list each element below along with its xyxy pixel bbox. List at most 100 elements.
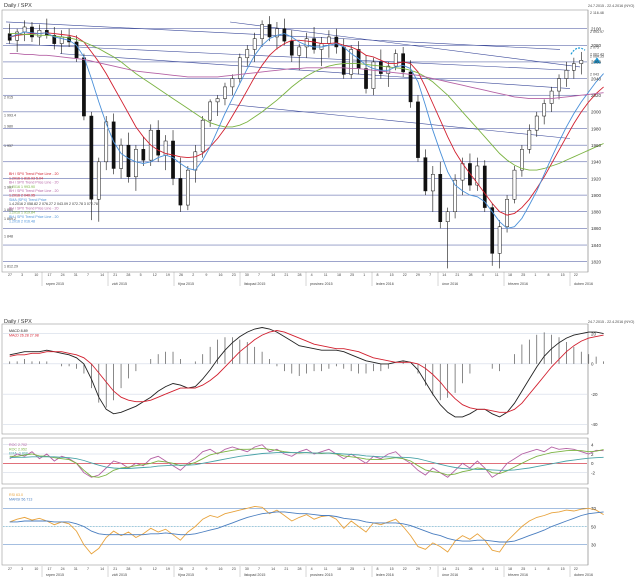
trend-line <box>5 43 571 71</box>
x-day-label: 25 <box>350 273 354 277</box>
candle-body <box>572 63 576 71</box>
y-tick-label-macd: -20 <box>591 392 598 397</box>
x-day-label: 16 <box>219 273 223 277</box>
x-day-label: 4 <box>311 567 313 571</box>
rsi-legend-entry: MARSI 56.713 <box>9 497 32 501</box>
y-tick-label-price: 1900 <box>591 193 602 198</box>
legend-entry: 1.2016 2 040.95 <box>9 194 35 198</box>
level-label: 2 043 <box>590 72 599 76</box>
y-tick-label-macd: 20 <box>591 331 597 336</box>
candle-body <box>438 174 443 222</box>
x-day-label: 1 <box>363 567 365 571</box>
candle-body <box>208 101 212 121</box>
x-day-label: 11 <box>324 273 328 277</box>
y-tick-label-price: 1860 <box>591 226 602 231</box>
x-month-label: březen 2016 <box>508 573 528 577</box>
candle-body <box>408 71 413 103</box>
level-label: 1 880 <box>4 208 13 212</box>
rsi-line-1 <box>9 511 604 543</box>
x-day-label: 19 <box>166 273 170 277</box>
macd-legend-entry: MACD 8.89 <box>9 329 28 333</box>
x-day-label: 31 <box>74 567 78 571</box>
candle-body <box>178 178 183 206</box>
x-day-label: 11 <box>324 567 328 571</box>
x-day-label: 22 <box>403 273 407 277</box>
candle-body <box>260 24 264 39</box>
candle-body <box>579 60 584 64</box>
x-day-label: 8 <box>548 273 550 277</box>
x-day-label: 7 <box>258 273 260 277</box>
candle-body <box>401 53 405 73</box>
x-day-label: 1 <box>363 273 365 277</box>
candle-body <box>223 86 227 99</box>
x-day-label: 14 <box>442 273 446 277</box>
candle-body <box>267 24 272 38</box>
macd-legend-entry: MAcD 26.28 27.98 <box>9 333 39 337</box>
legend-entry: SMA (SPX) Trend Price <box>9 198 47 202</box>
candle-body <box>505 199 509 227</box>
legend-entry: 1.2016 1 816.93 5.04 <box>9 176 43 180</box>
x-day-label: 4 <box>482 273 484 277</box>
candle-body <box>104 121 109 163</box>
x-day-label: 8 <box>376 567 378 571</box>
candle-body <box>289 40 294 56</box>
level-label: 1 812.29 <box>4 264 18 268</box>
x-day-label: 29 <box>416 273 420 277</box>
candle-body <box>416 101 420 158</box>
candle-body <box>275 28 279 38</box>
roc-line-2 <box>9 452 604 471</box>
x-day-label: 5 <box>140 567 142 571</box>
y-tick-label-price: 2040 <box>591 76 602 81</box>
legend-entry: 1.2016 2 016.48 <box>9 219 35 223</box>
x-day-label: 26 <box>179 567 183 571</box>
level-label: 1 957 <box>4 144 13 148</box>
candle-body <box>430 174 435 192</box>
x-day-label: 28 <box>469 567 473 571</box>
x-day-label: 21 <box>113 567 117 571</box>
y-tick-label-price: 2100 <box>591 26 602 31</box>
x-day-label: 9 <box>205 273 207 277</box>
x-day-label: 7 <box>87 567 89 571</box>
y-tick-label-macd: -40 <box>591 422 598 427</box>
x-day-label: 17 <box>47 567 51 571</box>
trend-line <box>229 21 581 68</box>
x-day-label: 21 <box>113 273 117 277</box>
x-day-label: 24 <box>61 273 65 277</box>
rsi-line-0 <box>9 505 604 555</box>
x-day-label: 12 <box>153 567 157 571</box>
x-day-label: 23 <box>232 567 236 571</box>
x-month-label: října 2015 <box>178 282 194 286</box>
x-day-label: 14 <box>271 567 275 571</box>
candle-body <box>96 161 101 200</box>
level-label: 2 116.48 <box>590 11 604 15</box>
level-label: 1 980 <box>4 125 13 129</box>
candle-body <box>282 28 287 42</box>
x-day-label: 10 <box>34 273 38 277</box>
candle-body <box>453 179 457 212</box>
y-tick-label-rsi: 50 <box>591 524 597 529</box>
candle-body <box>327 36 331 44</box>
x-day-label: 28 <box>298 273 302 277</box>
x-day-label: 28 <box>126 273 130 277</box>
candle-body <box>364 68 368 89</box>
ma-line-ma10 <box>9 31 604 229</box>
y-tick-label-price: 1880 <box>591 210 602 215</box>
candle-body <box>557 78 561 92</box>
x-day-label: 27 <box>8 273 12 277</box>
candle-body <box>89 115 94 200</box>
y-tick-label-price: 2060 <box>591 60 602 65</box>
candle-body <box>482 165 487 208</box>
x-day-label: 15 <box>390 567 394 571</box>
y-tick-label-roc: 0 <box>591 461 594 466</box>
candle-body <box>245 49 250 59</box>
x-day-label: 25 <box>521 273 525 277</box>
candle-body <box>126 144 131 178</box>
candle-body <box>312 38 316 50</box>
legend-entry: BH / SPX Trend Price Line - 20 <box>9 181 59 185</box>
x-day-label: 14 <box>442 567 446 571</box>
rsi-legend-entry: RSI 63.0 <box>9 493 23 497</box>
x-day-label: 21 <box>284 567 288 571</box>
x-day-label: 27 <box>8 567 12 571</box>
candle-body <box>304 38 309 48</box>
